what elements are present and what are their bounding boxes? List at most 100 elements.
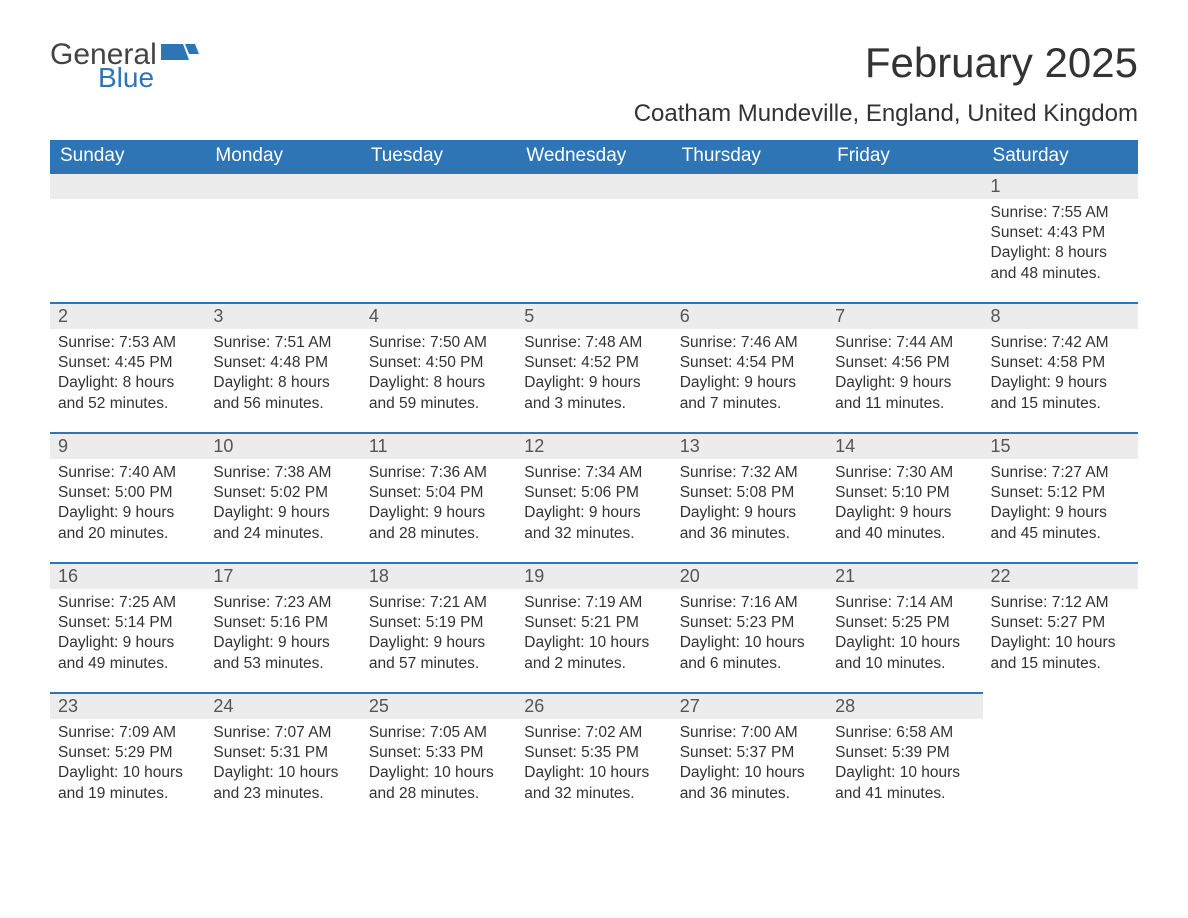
calendar-day-cell: 21Sunrise: 7:14 AMSunset: 5:25 PMDayligh… bbox=[827, 562, 982, 692]
day-detail-line: Daylight: 9 hours bbox=[680, 373, 819, 393]
day-detail-line: and 11 minutes. bbox=[835, 394, 974, 414]
day-detail-line: and 32 minutes. bbox=[524, 524, 663, 544]
day-detail-line: and 28 minutes. bbox=[369, 524, 508, 544]
day-detail-line: and 36 minutes. bbox=[680, 784, 819, 804]
day-header: Wednesday bbox=[516, 140, 671, 172]
day-detail-line: Sunset: 5:31 PM bbox=[213, 743, 352, 763]
day-details: Sunrise: 7:02 AMSunset: 5:35 PMDaylight:… bbox=[516, 719, 671, 814]
day-detail-line: Sunrise: 7:50 AM bbox=[369, 333, 508, 353]
day-detail-line: Sunrise: 7:32 AM bbox=[680, 463, 819, 483]
day-details: Sunrise: 7:50 AMSunset: 4:50 PMDaylight:… bbox=[361, 329, 516, 424]
day-detail-line: and 7 minutes. bbox=[680, 394, 819, 414]
day-detail-line: and 2 minutes. bbox=[524, 654, 663, 674]
calendar-week-row: 1Sunrise: 7:55 AMSunset: 4:43 PMDaylight… bbox=[50, 172, 1138, 302]
calendar-day-cell: 17Sunrise: 7:23 AMSunset: 5:16 PMDayligh… bbox=[205, 562, 360, 692]
calendar-day-cell: 7Sunrise: 7:44 AMSunset: 4:56 PMDaylight… bbox=[827, 302, 982, 432]
day-detail-line: Sunrise: 7:23 AM bbox=[213, 593, 352, 613]
day-detail-line: and 28 minutes. bbox=[369, 784, 508, 804]
calendar-day-cell bbox=[827, 172, 982, 302]
day-details: Sunrise: 7:32 AMSunset: 5:08 PMDaylight:… bbox=[672, 459, 827, 554]
day-details: Sunrise: 7:55 AMSunset: 4:43 PMDaylight:… bbox=[983, 199, 1138, 294]
calendar-day-cell: 12Sunrise: 7:34 AMSunset: 5:06 PMDayligh… bbox=[516, 432, 671, 562]
calendar-day-cell: 27Sunrise: 7:00 AMSunset: 5:37 PMDayligh… bbox=[672, 692, 827, 822]
calendar-day-cell: 26Sunrise: 7:02 AMSunset: 5:35 PMDayligh… bbox=[516, 692, 671, 822]
day-details: Sunrise: 7:53 AMSunset: 4:45 PMDaylight:… bbox=[50, 329, 205, 424]
day-detail-line: Daylight: 9 hours bbox=[369, 633, 508, 653]
day-number: 20 bbox=[672, 562, 827, 589]
day-detail-line: and 49 minutes. bbox=[58, 654, 197, 674]
day-detail-line: Sunset: 5:23 PM bbox=[680, 613, 819, 633]
day-detail-line: Daylight: 9 hours bbox=[991, 373, 1130, 393]
day-detail-line: Sunset: 4:45 PM bbox=[58, 353, 197, 373]
day-number: 7 bbox=[827, 302, 982, 329]
day-detail-line: Sunset: 5:37 PM bbox=[680, 743, 819, 763]
day-detail-line: Sunset: 5:27 PM bbox=[991, 613, 1130, 633]
day-detail-line: Sunrise: 7:02 AM bbox=[524, 723, 663, 743]
day-number: 12 bbox=[516, 432, 671, 459]
day-detail-line: and 52 minutes. bbox=[58, 394, 197, 414]
day-detail-line: Sunrise: 7:05 AM bbox=[369, 723, 508, 743]
day-detail-line: Sunset: 5:08 PM bbox=[680, 483, 819, 503]
day-detail-line: Daylight: 9 hours bbox=[524, 503, 663, 523]
day-number: 27 bbox=[672, 692, 827, 719]
day-detail-line: Sunset: 5:14 PM bbox=[58, 613, 197, 633]
day-number: 5 bbox=[516, 302, 671, 329]
day-details: Sunrise: 7:07 AMSunset: 5:31 PMDaylight:… bbox=[205, 719, 360, 814]
day-detail-line: Sunrise: 7:09 AM bbox=[58, 723, 197, 743]
day-detail-line: and 10 minutes. bbox=[835, 654, 974, 674]
day-details: Sunrise: 7:36 AMSunset: 5:04 PMDaylight:… bbox=[361, 459, 516, 554]
location-subtitle: Coatham Mundeville, England, United King… bbox=[634, 100, 1138, 128]
day-detail-line: Daylight: 9 hours bbox=[991, 503, 1130, 523]
day-number: 14 bbox=[827, 432, 982, 459]
day-detail-line: Daylight: 10 hours bbox=[835, 633, 974, 653]
brand-text-blue: Blue bbox=[98, 64, 199, 92]
calendar-day-cell: 16Sunrise: 7:25 AMSunset: 5:14 PMDayligh… bbox=[50, 562, 205, 692]
calendar-day-cell: 6Sunrise: 7:46 AMSunset: 4:54 PMDaylight… bbox=[672, 302, 827, 432]
day-detail-line: Sunrise: 7:40 AM bbox=[58, 463, 197, 483]
day-detail-line: Sunrise: 7:53 AM bbox=[58, 333, 197, 353]
calendar-day-cell: 13Sunrise: 7:32 AMSunset: 5:08 PMDayligh… bbox=[672, 432, 827, 562]
day-detail-line: Sunrise: 6:58 AM bbox=[835, 723, 974, 743]
day-detail-line: and 3 minutes. bbox=[524, 394, 663, 414]
day-details: Sunrise: 7:40 AMSunset: 5:00 PMDaylight:… bbox=[50, 459, 205, 554]
day-detail-line: and 45 minutes. bbox=[991, 524, 1130, 544]
day-number: 16 bbox=[50, 562, 205, 589]
day-detail-line: Sunrise: 7:46 AM bbox=[680, 333, 819, 353]
calendar-day-cell: 4Sunrise: 7:50 AMSunset: 4:50 PMDaylight… bbox=[361, 302, 516, 432]
day-detail-line: Daylight: 8 hours bbox=[213, 373, 352, 393]
day-detail-line: and 48 minutes. bbox=[991, 264, 1130, 284]
day-number: 21 bbox=[827, 562, 982, 589]
day-detail-line: Daylight: 9 hours bbox=[58, 503, 197, 523]
day-detail-line: Daylight: 9 hours bbox=[835, 373, 974, 393]
day-detail-line: Sunset: 4:43 PM bbox=[991, 223, 1130, 243]
day-header: Thursday bbox=[672, 140, 827, 172]
day-details: Sunrise: 7:14 AMSunset: 5:25 PMDaylight:… bbox=[827, 589, 982, 684]
day-details: Sunrise: 7:09 AMSunset: 5:29 PMDaylight:… bbox=[50, 719, 205, 814]
day-detail-line: Sunset: 5:10 PM bbox=[835, 483, 974, 503]
calendar-day-cell bbox=[672, 172, 827, 302]
day-details: Sunrise: 6:58 AMSunset: 5:39 PMDaylight:… bbox=[827, 719, 982, 814]
calendar-day-cell bbox=[516, 172, 671, 302]
day-header: Monday bbox=[205, 140, 360, 172]
day-detail-line: Sunrise: 7:21 AM bbox=[369, 593, 508, 613]
day-detail-line: Sunset: 4:54 PM bbox=[680, 353, 819, 373]
day-detail-line: and 19 minutes. bbox=[58, 784, 197, 804]
day-number: 11 bbox=[361, 432, 516, 459]
day-header-row: Sunday Monday Tuesday Wednesday Thursday… bbox=[50, 140, 1138, 172]
day-number-bar-empty bbox=[205, 172, 360, 199]
day-detail-line: Daylight: 8 hours bbox=[991, 243, 1130, 263]
day-detail-line: and 15 minutes. bbox=[991, 394, 1130, 414]
day-number: 4 bbox=[361, 302, 516, 329]
day-number-bar-empty bbox=[50, 172, 205, 199]
day-number: 2 bbox=[50, 302, 205, 329]
calendar-day-cell: 24Sunrise: 7:07 AMSunset: 5:31 PMDayligh… bbox=[205, 692, 360, 822]
calendar-day-cell: 18Sunrise: 7:21 AMSunset: 5:19 PMDayligh… bbox=[361, 562, 516, 692]
day-details: Sunrise: 7:00 AMSunset: 5:37 PMDaylight:… bbox=[672, 719, 827, 814]
day-details: Sunrise: 7:27 AMSunset: 5:12 PMDaylight:… bbox=[983, 459, 1138, 554]
day-detail-line: Sunrise: 7:42 AM bbox=[991, 333, 1130, 353]
day-detail-line: Sunset: 4:58 PM bbox=[991, 353, 1130, 373]
calendar-week-row: 9Sunrise: 7:40 AMSunset: 5:00 PMDaylight… bbox=[50, 432, 1138, 562]
calendar-day-cell: 10Sunrise: 7:38 AMSunset: 5:02 PMDayligh… bbox=[205, 432, 360, 562]
day-number: 1 bbox=[983, 172, 1138, 199]
calendar-week-row: 2Sunrise: 7:53 AMSunset: 4:45 PMDaylight… bbox=[50, 302, 1138, 432]
